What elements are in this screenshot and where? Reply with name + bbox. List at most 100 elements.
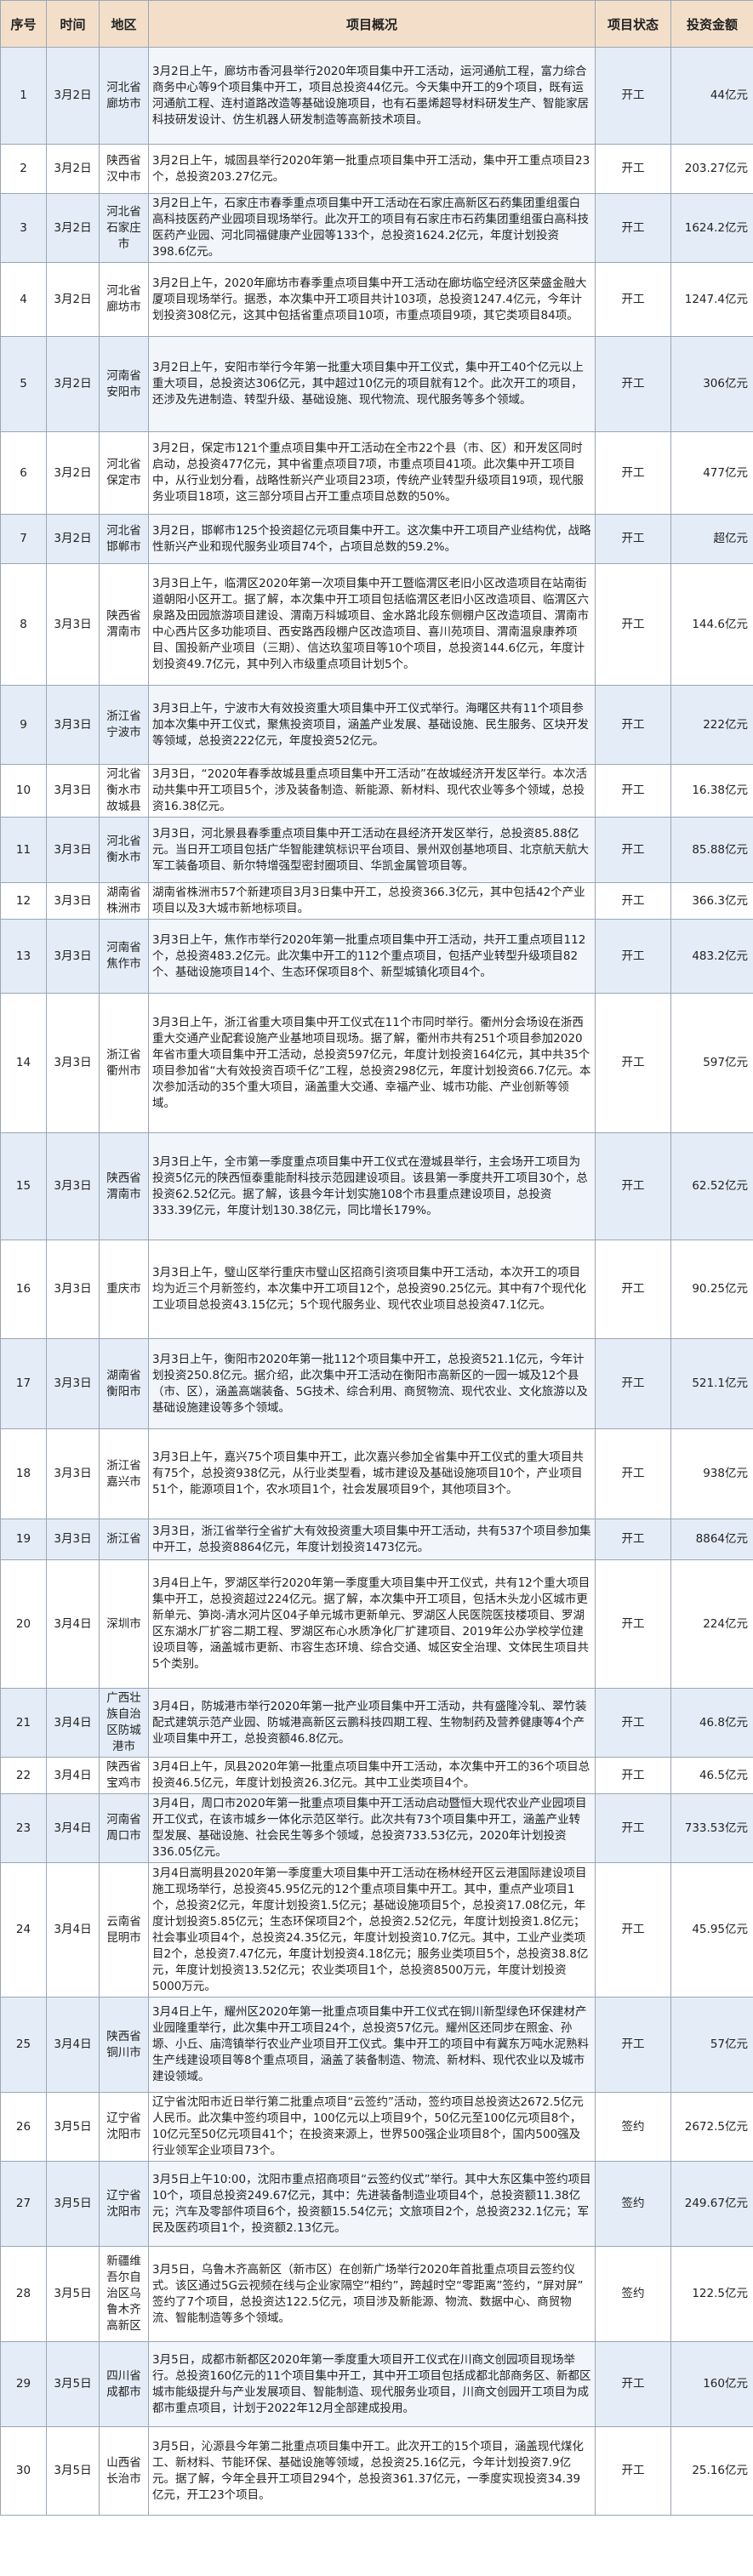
date: 3月3日 [46,1338,100,1429]
region: 陕西省铜川市 [99,1997,149,2093]
table-row: 6 3月2日 河北省保定市 3月2日，保定市121个重点项目集中开工活动在全市22个县… [0,431,753,515]
table-row: 14 3月3日 浙江省衢州市 3月3日上午，浙江省重大项目集中开工仪式在11个市同时举… [0,993,753,1133]
table-row: 20 3月4日 深圳市 3月4日上午，罗湖区举行2020年第一季度重大项目集中开工仪式… [0,1559,753,1689]
region: 河北省廊坊市 [99,262,149,337]
column-header: 投资金额 [670,0,753,48]
date: 3月2日 [46,193,100,263]
region: 浙江省嘉兴市 [99,1428,149,1519]
project-status: 开工 [595,817,671,883]
table-row: 29 3月5日 四川省成都市 3月5日，成都市新都区2020年第一季度重大项目开工仪式… [0,2341,753,2427]
investment-amount: 597亿元 [670,993,753,1133]
project-summary: 3月2日上午，城固县举行2020年第一批重点项目集中开工活动，集中开工重点项目2… [148,144,596,194]
project-summary: 湖南省株洲市57个新建项目3月3日集中开工，总投资366.3亿元，其中包括42个… [148,882,596,920]
table-row: 23 3月4日 河南省周口市 3月4日，周口市2020年第一批重点项目集中开工活动启动… [0,1793,753,1863]
project-summary: 3月3日上午，临渭区2020年第一次项目集中开工暨临渭区老旧小区改造项目在站南街… [148,563,596,686]
region: 浙江省 [99,1519,149,1560]
project-status: 开工 [595,1862,671,1998]
row-number: 7 [0,514,47,564]
investment-amount: 203.27亿元 [670,144,753,194]
project-summary: 3月5日，成都市新都区2020年第一季度重大项目开工仪式在川商文创园项目现场举行… [148,2341,596,2427]
row-number: 3 [0,193,47,263]
table-row: 12 3月3日 湖南省株洲市 湖南省株洲市57个新建项目3月3日集中开工，总投资366… [0,882,753,920]
investment-amount: 1247.4亿元 [670,262,753,337]
table-row: 22 3月4日 陕西省宝鸡市 3月4日上午，凤县2020年第一批重点项目集中开工活动，… [0,1757,753,1794]
date: 3月2日 [46,336,100,432]
project-summary: 3月4日上午，耀州区2020年第一批重点项目集中开工仪式在铜川新型绿色环保建材产… [148,1997,596,2093]
project-summary: 3月5日，沁源县今年第二批重点项目集中开工。此次开工的15个项目，涵盖现代煤化工… [148,2426,596,2516]
project-status: 开工 [595,431,671,515]
date: 3月3日 [46,563,100,686]
investment-amount: 249.67亿元 [670,2161,753,2247]
region: 陕西省渭南市 [99,563,149,686]
investment-amount: 366.3亿元 [670,882,753,920]
row-number: 27 [0,2161,47,2247]
row-number: 16 [0,1240,47,1339]
project-summary: 3月2日上午，安阳市举行今年第一批重大项目集中开工仪式，集中开工40个亿元以上重… [148,336,596,432]
investment-amount: 477亿元 [670,431,753,515]
investment-amount: 44亿元 [670,47,753,145]
date: 3月2日 [46,431,100,515]
region: 河南省周口市 [99,1793,149,1863]
investment-amount: 144.6亿元 [670,563,753,686]
region: 陕西省汉中市 [99,144,149,194]
project-status: 开工 [595,1997,671,2093]
investment-amount: 85.88亿元 [670,817,753,883]
investment-amount: 25.16亿元 [670,2426,753,2516]
investment-amount: 16.38亿元 [670,764,753,818]
project-summary: 3月3日上午，浙江省重大项目集中开工仪式在11个市同时举行。衢州分会场设在浙西重… [148,993,596,1133]
date: 3月3日 [46,1428,100,1519]
row-number: 10 [0,764,47,818]
region: 河南省安阳市 [99,336,149,432]
project-status: 开工 [595,1793,671,1863]
investment-amount: 90.25亿元 [670,1240,753,1339]
project-status: 开工 [595,685,671,765]
project-summary: 3月3日上午，璧山区举行重庆市璧山区招商引资项目集中开工活动，本次开工的项目均为… [148,1240,596,1339]
project-summary: 3月4日，防城港市举行2020年第一批产业项目集中开工活动，共有盛隆冷轧、翠竹装… [148,1688,596,1758]
date: 3月3日 [46,685,100,765]
region: 湖南省衡阳市 [99,1338,149,1429]
table-row: 11 3月3日 河北省衡水市 3月3日，河北景县春季重点项目集中开工活动在县经济开发区… [0,817,753,883]
project-status: 开工 [595,514,671,564]
region: 云南省昆明市 [99,1862,149,1998]
table-row: 9 3月3日 浙江省宁波市 3月3日上午，宁波市大有效投资重大项目集中开工仪式举行。海… [0,685,753,765]
column-header: 项目概况 [148,0,596,48]
region: 新疆维吾尔自治区乌鲁木齐高新区 [99,2246,149,2342]
project-table: 序号 时间 地区 项目概况 项目状态 投资金额 1 3月2日 河北省廊坊市 3月2日上午，廊坊市… [0,0,753,2516]
project-summary: 辽宁省沈阳市近日举行第二批重点项目“云签约”活动，签约项目总投资达2672.5亿… [148,2092,596,2162]
date: 3月2日 [46,144,100,194]
date: 3月4日 [46,1559,100,1689]
project-summary: 3月3日，“2020年春季故城县重点项目集中开工活动”在故城经济开发区举行。本次… [148,764,596,818]
investment-amount: 483.2亿元 [670,919,753,994]
date: 3月5日 [46,2426,100,2516]
region: 重庆市 [99,1240,149,1339]
date: 3月4日 [46,1862,100,1998]
project-summary: 3月3日，浙江省举行全省扩大有效投资重大项目集中开工活动，共有537个项目参加集… [148,1519,596,1560]
date: 3月4日 [46,1997,100,2093]
project-summary: 3月2日上午，廊坊市香河县举行2020年项目集中开工活动，运河通航工程，富力综合… [148,47,596,145]
table-row: 26 3月5日 辽宁省沈阳市 辽宁省沈阳市近日举行第二批重点项目“云签约”活动，签约项… [0,2092,753,2162]
table-row: 10 3月3日 河北省衡水市故城县 3月3日，“2020年春季故城县重点项目集中开工活… [0,764,753,818]
project-summary: 3月4日嵩明县2020年第一季度重大项目集中开工活动在杨林经开区云港国际建设项目… [148,1862,596,1998]
project-status: 开工 [595,1132,671,1240]
date: 3月4日 [46,1757,100,1794]
row-number: 6 [0,431,47,515]
table-row: 8 3月3日 陕西省渭南市 3月3日上午，临渭区2020年第一次项目集中开工暨临渭区老… [0,563,753,686]
row-number: 19 [0,1519,47,1560]
project-status: 开工 [595,47,671,145]
region: 辽宁省沈阳市 [99,2092,149,2162]
row-number: 22 [0,1757,47,1794]
investment-amount: 45.95亿元 [670,1862,753,1998]
table-row: 16 3月3日 重庆市 3月3日上午，璧山区举行重庆市璧山区招商引资项目集中开工活动，… [0,1240,753,1339]
project-status: 开工 [595,1428,671,1519]
date: 3月3日 [46,1240,100,1339]
row-number: 24 [0,1862,47,1998]
date: 3月3日 [46,919,100,994]
project-summary: 3月4日上午，凤县2020年第一批重点项目集中开工活动，本次集中开工的36个项目… [148,1757,596,1794]
region: 陕西省渭南市 [99,1132,149,1240]
row-number: 14 [0,993,47,1133]
region: 四川省成都市 [99,2341,149,2427]
project-status: 开工 [595,1519,671,1560]
row-number: 28 [0,2246,47,2342]
table-row: 5 3月2日 河南省安阳市 3月2日上午，安阳市举行今年第一批重大项目集中开工仪式，集… [0,336,753,432]
